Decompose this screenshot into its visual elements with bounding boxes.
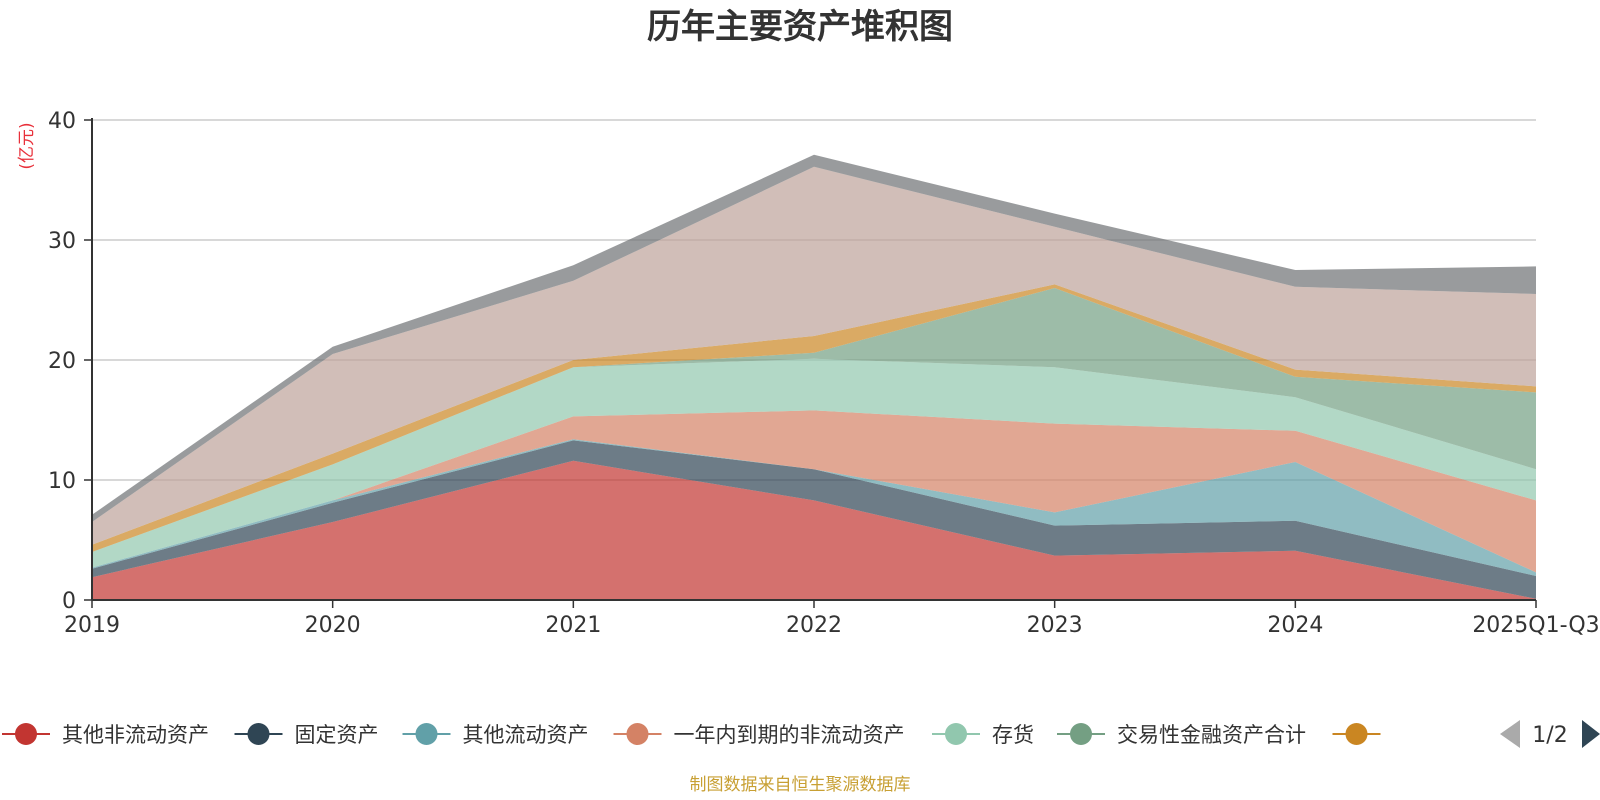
legend-item[interactable]: 固定资产 <box>234 723 379 747</box>
area-series-0 <box>92 460 1536 600</box>
legend-item[interactable]: 其他流动资产 <box>402 723 589 747</box>
x-tick-label: 2022 <box>786 613 842 638</box>
x-tick-label: 2019 <box>64 613 120 638</box>
legend-page-indicator: 1/2 <box>1532 723 1567 748</box>
legend-prev-page-icon[interactable] <box>1500 720 1520 748</box>
area-series-1 <box>92 440 1536 599</box>
legend-marker-icon <box>247 723 270 745</box>
x-tick-label: 2024 <box>1267 613 1323 638</box>
legend-marker-icon <box>15 723 37 745</box>
legend-label: 固定资产 <box>295 723 379 747</box>
legend-marker-icon <box>945 723 967 745</box>
area-series-2 <box>92 439 1536 576</box>
area-series-7 <box>92 166 1536 545</box>
legend-item[interactable]: 存货 <box>932 723 1034 747</box>
y-axis-unit-label: (亿元) <box>17 122 37 169</box>
area-series-6 <box>92 284 1536 552</box>
legend-label: 交易性金融资产合计 <box>1117 723 1306 747</box>
legend-label: 其他非流动资产 <box>62 723 209 747</box>
legend: 其他非流动资产 固定资产 其他流动资产 一年内到期的非流动资产 存货 交易性金融资产合计 <box>2 723 1381 747</box>
y-tick-label: 10 <box>48 469 76 494</box>
x-tick-label: 2021 <box>545 613 601 638</box>
stacked-areas <box>92 154 1536 600</box>
legend-label: 存货 <box>992 723 1034 747</box>
y-tick-label: 0 <box>62 589 76 614</box>
y-tick-label: 30 <box>48 229 76 254</box>
y-tick-label: 40 <box>48 109 76 134</box>
legend-label: 其他流动资产 <box>463 723 589 747</box>
legend-pager: 1/2 <box>1500 720 1600 748</box>
area-series-8 <box>92 154 1536 523</box>
legend-item[interactable]: 其他非流动资产 <box>2 723 209 747</box>
y-tick-label: 20 <box>48 349 76 374</box>
legend-item[interactable] <box>1332 723 1381 745</box>
x-tick-label: 2025Q1-Q3 <box>1472 613 1599 638</box>
legend-item[interactable]: 交易性金融资产合计 <box>1057 723 1306 747</box>
area-series-5 <box>92 288 1536 552</box>
legend-marker-icon <box>1345 723 1368 745</box>
legend-marker-icon <box>415 723 438 745</box>
chart-title: 历年主要资产堆积图 <box>647 7 953 47</box>
x-tick-label: 2020 <box>305 613 361 638</box>
data-source-note: 制图数据来自恒生聚源数据库 <box>690 775 911 795</box>
legend-item[interactable]: 一年内到期的非流动资产 <box>613 723 905 747</box>
legend-marker-icon <box>626 723 649 745</box>
legend-marker-icon <box>1070 723 1092 745</box>
area-series-3 <box>92 410 1536 573</box>
legend-next-page-icon[interactable] <box>1582 720 1600 748</box>
legend-label: 一年内到期的非流动资产 <box>674 723 905 747</box>
x-tick-label: 2023 <box>1027 613 1083 638</box>
axes: 2019 2020 2021 2022 2023 2024 2025Q1-Q3 <box>64 118 1600 638</box>
area-series-4 <box>92 358 1536 568</box>
